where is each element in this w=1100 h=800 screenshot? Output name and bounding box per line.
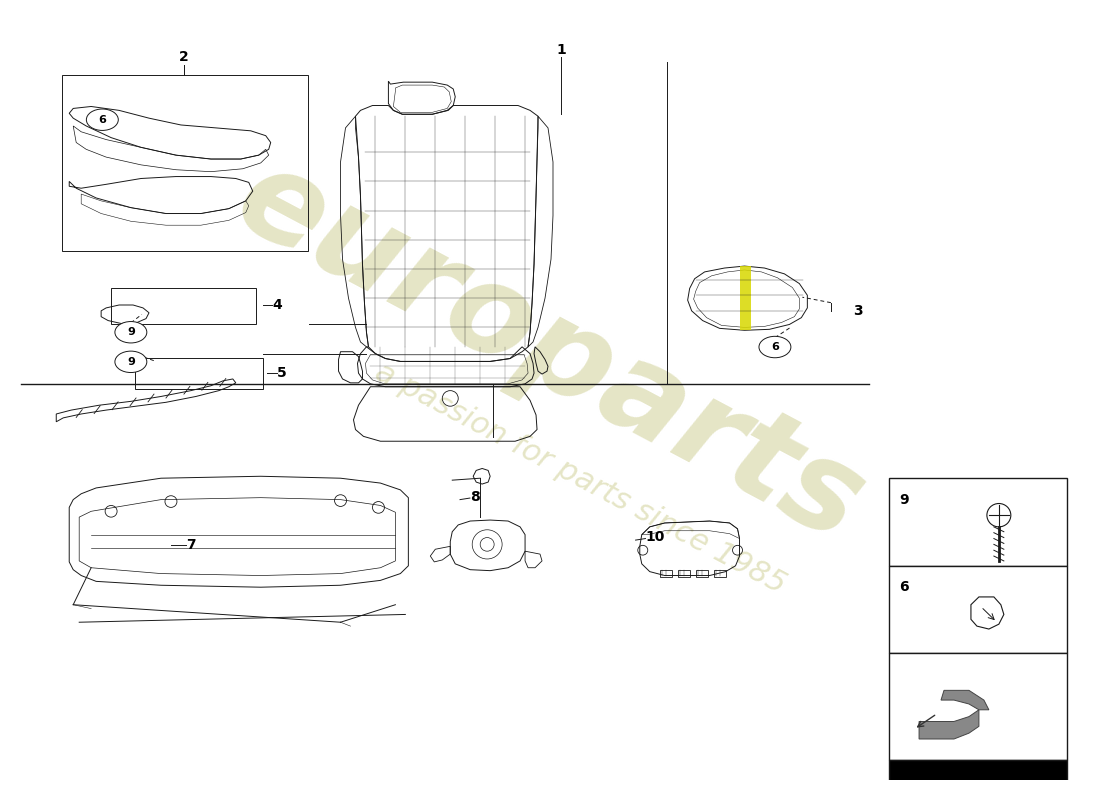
Ellipse shape	[87, 109, 119, 130]
Ellipse shape	[114, 351, 146, 373]
Text: 1: 1	[557, 42, 565, 57]
Text: 9: 9	[126, 357, 135, 367]
Text: a passion for parts since 1985: a passion for parts since 1985	[370, 357, 790, 599]
Text: 6: 6	[899, 580, 909, 594]
Polygon shape	[920, 710, 979, 739]
Bar	[62, 75, 308, 250]
Bar	[889, 761, 1067, 800]
Text: 7: 7	[186, 538, 196, 552]
Text: 5: 5	[277, 366, 286, 380]
Polygon shape	[739, 266, 751, 330]
Text: 9: 9	[899, 493, 909, 507]
Bar	[678, 570, 690, 578]
Text: 10: 10	[646, 530, 664, 544]
Bar	[714, 570, 726, 578]
Bar	[111, 288, 256, 324]
Bar	[660, 570, 672, 578]
Bar	[889, 654, 1067, 761]
Text: 8: 8	[470, 490, 480, 503]
Text: europarts: europarts	[217, 136, 883, 567]
Polygon shape	[940, 690, 989, 710]
Text: 9: 9	[126, 327, 135, 338]
Text: 3: 3	[852, 304, 862, 318]
Text: 2: 2	[178, 50, 188, 65]
Bar	[889, 478, 1067, 566]
Text: 881 03: 881 03	[940, 782, 1015, 800]
Ellipse shape	[114, 322, 146, 343]
Bar	[135, 358, 263, 389]
Text: 6: 6	[98, 114, 107, 125]
Text: 4: 4	[273, 298, 283, 312]
Bar	[889, 566, 1067, 654]
Bar	[695, 570, 707, 578]
Ellipse shape	[759, 336, 791, 358]
Text: 6: 6	[771, 342, 779, 352]
